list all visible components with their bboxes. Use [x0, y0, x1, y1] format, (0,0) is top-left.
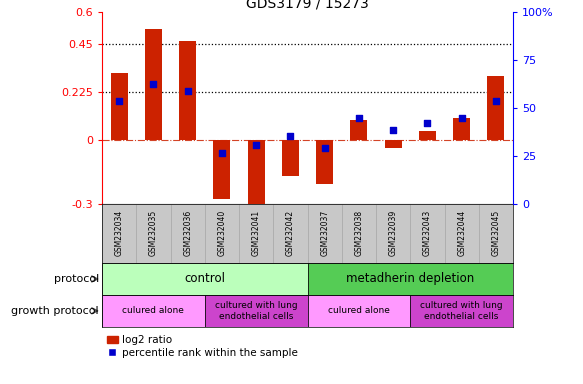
- Text: GSM232042: GSM232042: [286, 210, 295, 257]
- Bar: [410, 204, 445, 263]
- Text: GSM232034: GSM232034: [115, 210, 124, 257]
- Bar: [102, 204, 136, 263]
- Text: GSM232040: GSM232040: [217, 210, 226, 257]
- Point: [286, 133, 295, 139]
- Bar: [479, 204, 513, 263]
- Text: GSM232037: GSM232037: [320, 210, 329, 257]
- Bar: [213, 139, 230, 199]
- Legend: log2 ratio, percentile rank within the sample: log2 ratio, percentile rank within the s…: [107, 335, 298, 358]
- Text: culured alone: culured alone: [328, 306, 390, 315]
- Text: culured alone: culured alone: [122, 306, 184, 315]
- Text: metadherin depletion: metadherin depletion: [346, 273, 475, 285]
- Bar: [445, 204, 479, 263]
- Text: GSM232035: GSM232035: [149, 210, 158, 257]
- Point: [388, 127, 398, 133]
- Text: protocol: protocol: [54, 274, 99, 284]
- Bar: [170, 204, 205, 263]
- Text: GSM232044: GSM232044: [457, 210, 466, 257]
- Point: [149, 81, 158, 87]
- Bar: [342, 204, 376, 263]
- Text: GSM232039: GSM232039: [389, 210, 398, 257]
- Bar: [308, 295, 410, 327]
- Text: cultured with lung
endothelial cells: cultured with lung endothelial cells: [420, 301, 503, 321]
- Bar: [350, 120, 367, 139]
- Text: growth protocol: growth protocol: [12, 306, 99, 316]
- Bar: [239, 204, 273, 263]
- Bar: [376, 204, 410, 263]
- Text: GSM232038: GSM232038: [354, 210, 363, 257]
- Bar: [282, 139, 299, 176]
- Bar: [248, 139, 265, 206]
- Point: [183, 88, 192, 94]
- Bar: [102, 295, 205, 327]
- Bar: [308, 263, 513, 295]
- Title: GDS3179 / 15273: GDS3179 / 15273: [246, 0, 369, 10]
- Bar: [205, 295, 308, 327]
- Bar: [136, 204, 170, 263]
- Point: [217, 149, 227, 156]
- Text: GSM232045: GSM232045: [491, 210, 500, 257]
- Bar: [205, 204, 239, 263]
- Text: GSM232043: GSM232043: [423, 210, 432, 257]
- Point: [457, 115, 466, 121]
- Bar: [145, 28, 162, 139]
- Text: GSM232041: GSM232041: [252, 210, 261, 257]
- Point: [320, 145, 329, 151]
- Bar: [410, 295, 513, 327]
- Bar: [102, 263, 308, 295]
- Bar: [487, 76, 504, 139]
- Text: cultured with lung
endothelial cells: cultured with lung endothelial cells: [215, 301, 297, 321]
- Bar: [385, 139, 402, 148]
- Bar: [453, 118, 470, 139]
- Point: [491, 98, 501, 104]
- Bar: [308, 204, 342, 263]
- Point: [251, 142, 261, 148]
- Bar: [273, 204, 308, 263]
- Text: GSM232036: GSM232036: [183, 210, 192, 257]
- Point: [423, 120, 432, 126]
- Text: control: control: [184, 273, 225, 285]
- Point: [114, 98, 124, 104]
- Bar: [179, 41, 196, 139]
- Bar: [316, 139, 333, 184]
- Point: [354, 115, 364, 121]
- Bar: [419, 131, 436, 139]
- Bar: [111, 73, 128, 139]
